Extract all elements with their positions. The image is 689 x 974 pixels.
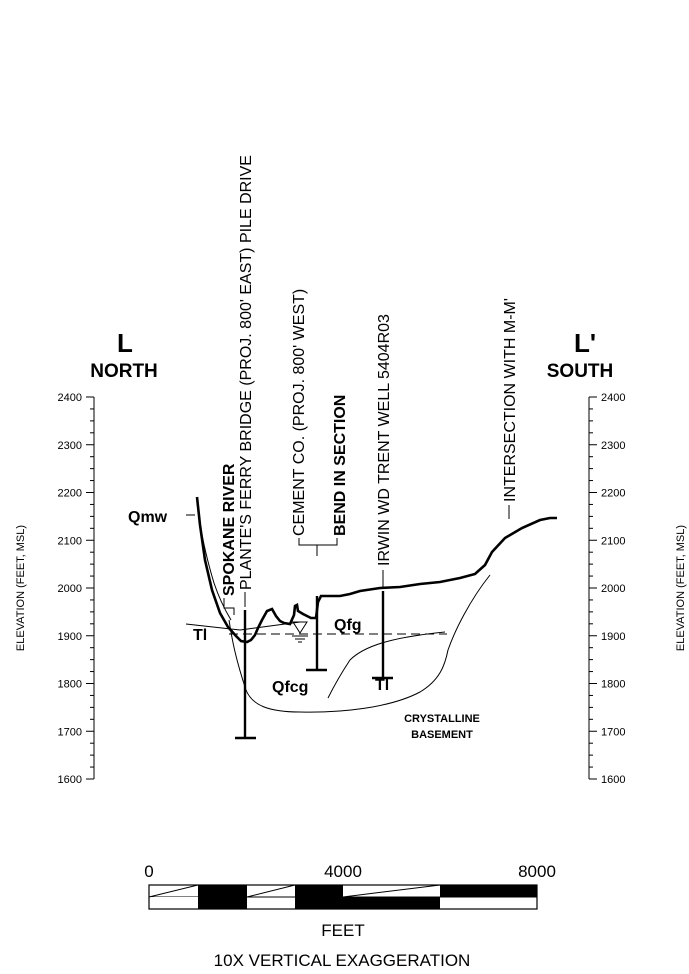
left-axis-tick-label: 2300 (58, 440, 82, 452)
well-plantes-ferry (235, 610, 256, 740)
left-axis-tick-label: 2000 (58, 583, 82, 595)
right-axis-tick-label: 2000 (601, 583, 625, 595)
right-axis-ticks (589, 396, 597, 780)
left-axis-tick-label: 2200 (58, 488, 82, 500)
contact-lower-left (228, 574, 491, 713)
annotation-intersection: INTERSECTION WITH M-M' (502, 298, 519, 502)
vertical-exaggeration-note: 10X VERTICAL EXAGGERATION (214, 951, 471, 970)
contact-tl-qfg (327, 631, 446, 699)
left-axis-tick-label: 2400 (58, 392, 82, 404)
right-axis-label: ELEVATION (FEET, MSL) (675, 525, 687, 651)
right-axis-tick-label: 2400 (601, 392, 625, 404)
unit-label-crystalline: CRYSTALLINE (404, 713, 480, 725)
annotation-plantes-ferry: PLANTE'S FERRY BRIDGE (PROJ. 800' EAST) … (238, 155, 255, 590)
left-axis-tick-label: 2100 (58, 535, 82, 547)
contact-horizontal (185, 621, 301, 631)
annotation-irwin-well: IRWIN WD TRENT WELL 5404R03 (376, 314, 393, 566)
scale-tick-8000: 8000 (518, 862, 556, 881)
left-axis-tick-labels: 2400 2300 2200 2100 2000 1900 1800 1700 1600 (58, 392, 82, 786)
section-right-end: L' (574, 328, 596, 358)
bend-bracket (298, 538, 338, 556)
section-left-direction: NORTH (90, 361, 158, 382)
left-axis-tick-label: 1800 (58, 679, 82, 691)
section-right-direction: SOUTH (547, 361, 614, 382)
annotation-cement-co: CEMENT CO. (PROJ. 800' WEST) (291, 289, 308, 536)
unit-label-qfcg: Qfcg (272, 679, 308, 696)
annotation-spokane-river: SPOKANE RIVER (221, 463, 238, 596)
ground-surface (195, 496, 557, 644)
well-cement-co (306, 596, 327, 672)
scale-tick-0: 0 (144, 862, 153, 881)
right-axis-tick-label: 1600 (601, 774, 625, 786)
unit-label-qfg: Qfg (334, 617, 362, 634)
right-axis-tick-label: 2100 (601, 535, 625, 547)
annotation-bend-in-section: BEND IN SECTION (332, 395, 349, 536)
section-left-end: L (117, 328, 133, 358)
unit-label-qmw: Qmw (128, 509, 168, 526)
water-table-symbol (292, 621, 308, 643)
left-axis-tick-label: 1700 (58, 726, 82, 738)
unit-label-tl-left: Tl (193, 627, 207, 644)
scale-bar: 0 4000 8000 FEET 10X VERTICAL EXAGGERATI… (144, 862, 556, 970)
well-irwin (372, 591, 393, 680)
right-axis-tick-labels: 2400 2300 2200 2100 2000 1900 1800 1700 1600 (601, 392, 625, 786)
right-elevation-axis: 2400 2300 2200 2100 2000 1900 1800 1700 1600 ELE… (588, 392, 687, 786)
left-axis-ticks (86, 396, 94, 780)
left-axis-tick-label: 1900 (58, 631, 82, 643)
right-axis-tick-label: 2300 (601, 440, 625, 452)
leader-spokane-river (223, 598, 235, 615)
right-axis-tick-label: 1900 (601, 631, 625, 643)
right-axis-tick-label: 1700 (601, 726, 625, 738)
unit-label-tl-right: Tl (375, 677, 389, 694)
scale-tick-4000: 4000 (324, 862, 362, 881)
left-axis-label: ELEVATION (FEET, MSL) (15, 525, 27, 651)
right-axis-tick-label: 2200 (601, 488, 625, 500)
right-axis-tick-label: 1800 (601, 679, 625, 691)
unit-label-basement: BASEMENT (411, 729, 473, 741)
scale-unit: FEET (321, 921, 364, 940)
contact-qmw-tl (196, 499, 232, 621)
geologic-section (185, 496, 557, 740)
left-axis-tick-label: 1600 (58, 774, 82, 786)
left-elevation-axis: 2400 2300 2200 2100 2000 1900 1800 1700 1600 ELE… (15, 392, 95, 786)
